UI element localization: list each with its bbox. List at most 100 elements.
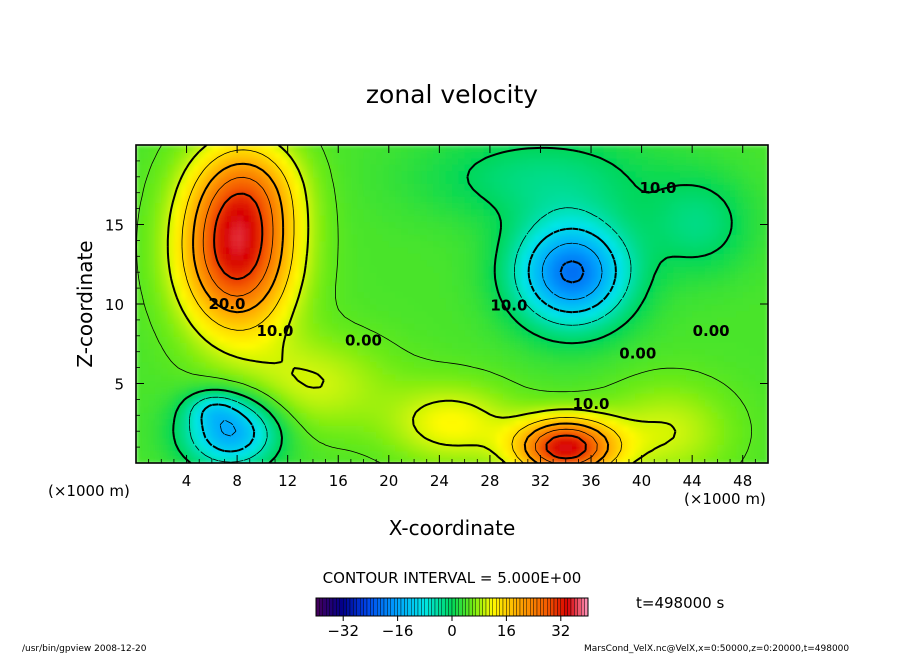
colorbar-cell <box>407 597 412 617</box>
contour-interval-text: CONTOUR INTERVAL = 5.000E+00 <box>323 569 582 587</box>
colorbar-cell <box>404 597 408 617</box>
contour-label: 10.0 <box>572 395 609 413</box>
colorbar-cell <box>536 597 541 617</box>
colorbar-cell <box>502 597 507 617</box>
contour-line <box>213 192 587 460</box>
colorbar-cell <box>400 597 405 617</box>
x-tick-label: 16 <box>329 472 348 490</box>
colorbar-cell <box>540 597 545 617</box>
colorbar-cell <box>560 597 565 617</box>
contour-labels: 20.0 10.0 0.00 10.0 10.0 0.00 0.00 10.0 <box>208 179 729 413</box>
colorbar-cell <box>366 597 371 617</box>
contour-line <box>136 145 752 463</box>
colorbar-cell <box>343 597 347 617</box>
colorbar-cell <box>468 597 473 617</box>
x-tick-label: 28 <box>480 472 499 490</box>
colorbar-cell <box>499 597 504 617</box>
colorbar-cell <box>492 597 497 617</box>
colorbar-cell <box>411 597 415 617</box>
colorbar-cell <box>533 597 538 617</box>
colorbar-cell <box>421 597 425 617</box>
colorbar-cell <box>509 597 514 617</box>
x-tick-label: 12 <box>278 472 297 490</box>
contour-line <box>189 207 632 463</box>
colorbar-cell <box>414 597 419 617</box>
colorbar-cell <box>380 597 385 617</box>
x-tick-label: 44 <box>683 472 702 490</box>
y-tick-label: 10 <box>105 296 124 314</box>
contour-label: 10.0 <box>490 297 527 315</box>
colorbar-cell <box>315 597 320 617</box>
x-tick-label: 40 <box>632 472 651 490</box>
colorbar-cell <box>390 597 395 617</box>
colorbar-cell <box>353 597 357 617</box>
contour-label: 0.00 <box>619 344 656 362</box>
colorbar-cell <box>574 597 579 617</box>
x-axis-ticks: 4 8 12 16 20 24 28 32 36 40 44 48 <box>148 145 756 490</box>
colorbar-cell <box>570 597 575 617</box>
colorbar-cell <box>523 597 528 617</box>
velocity-field <box>136 145 768 463</box>
colorbar-cell <box>370 597 374 617</box>
colorbar-cell <box>581 597 585 617</box>
colorbar-cell <box>530 597 534 617</box>
colorbar-cell <box>567 597 572 617</box>
x-axis-units-right: (×1000 m) <box>684 490 766 508</box>
colorbar-cell <box>513 597 517 617</box>
colorbar-cell <box>329 597 334 617</box>
colorbar-cell <box>445 597 449 617</box>
colorbar-cell <box>322 597 327 617</box>
colorbar-cell <box>332 597 337 617</box>
colorbar-cell <box>383 597 388 617</box>
y-axis-label: Z-coordinate <box>73 240 97 367</box>
contour-line <box>200 227 617 453</box>
colorbar-cell <box>431 597 436 617</box>
colorbar-cell <box>475 597 480 617</box>
colorbar-cell <box>349 597 354 617</box>
colorbar-cell <box>356 597 361 617</box>
time-label: t=498000 s <box>636 594 724 612</box>
colorbar-ticks: −32 −16 0 16 32 <box>327 616 570 640</box>
colorbar-cell <box>377 597 381 617</box>
contour-line <box>202 176 598 463</box>
x-tick-label: 4 <box>182 472 192 490</box>
colorbar-cell <box>319 597 323 617</box>
colorbar-cell <box>547 597 551 617</box>
colorbar-cell <box>363 597 368 617</box>
colorbar-cell <box>550 597 555 617</box>
colorbar-cell <box>458 597 463 617</box>
colorbar-cell <box>557 597 562 617</box>
y-axis-ticks: 5 10 15 <box>105 160 768 448</box>
y-tick-label: 5 <box>114 376 124 394</box>
colorbar-cell <box>543 597 548 617</box>
x-tick-label: 24 <box>430 472 449 490</box>
colorbar-cell <box>564 597 568 617</box>
colorbar-cell <box>438 597 442 617</box>
colorbar-cell <box>428 597 432 617</box>
colorbar-cell <box>387 597 391 617</box>
colorbar-cell <box>516 597 521 617</box>
colorbar-cell <box>506 597 510 617</box>
colorbar-cell <box>339 597 344 617</box>
colorbar-cell <box>326 597 330 617</box>
x-axis-units-left: (×1000 m) <box>48 482 130 500</box>
colorbar-cell <box>417 597 422 617</box>
colorbar-cell <box>472 597 476 617</box>
colorbar-cell <box>360 597 364 617</box>
colorbar-tick-label: −16 <box>382 622 414 640</box>
x-tick-label: 48 <box>733 472 752 490</box>
contour-label: 10.0 <box>639 179 676 197</box>
colorbar-cell <box>336 597 340 617</box>
colorbar-cell <box>479 597 483 617</box>
colorbar-cell <box>451 597 456 617</box>
chart-title: zonal velocity <box>366 80 538 109</box>
colorbar-cell <box>485 597 490 617</box>
colorbar-cell <box>489 597 493 617</box>
colorbar-cell <box>465 597 470 617</box>
colorbar <box>315 597 589 617</box>
contour-label: 20.0 <box>208 295 245 313</box>
colorbar-cell <box>441 597 446 617</box>
colorbar-tick-label: −32 <box>327 622 359 640</box>
colorbar-cell <box>526 597 531 617</box>
